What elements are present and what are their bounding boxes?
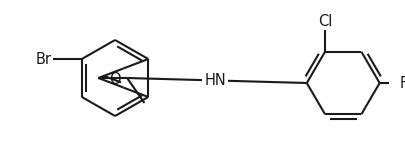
Text: Cl: Cl xyxy=(317,14,331,29)
Text: F: F xyxy=(399,75,405,91)
Text: HN: HN xyxy=(204,73,225,88)
Text: Br: Br xyxy=(36,51,52,66)
Text: O: O xyxy=(109,73,120,88)
